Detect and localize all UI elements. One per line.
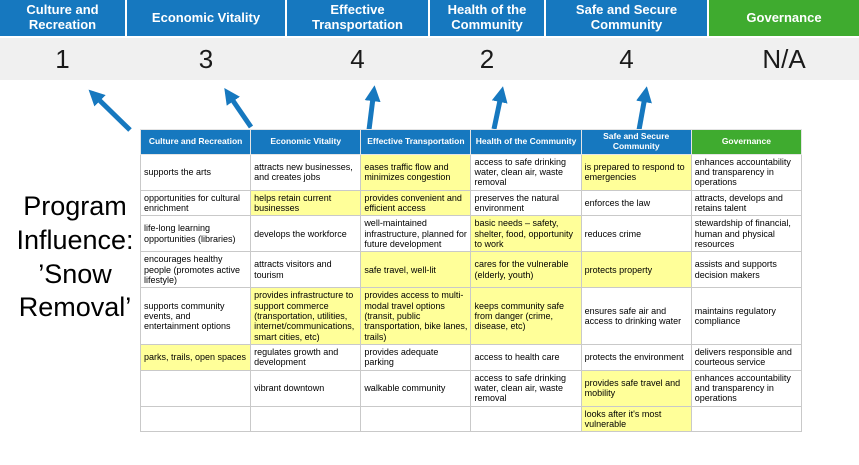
score-economic-vitality: 3 (198, 43, 214, 74)
matrix-cell-empty (139, 405, 252, 433)
influence-arrow (491, 86, 508, 130)
score-culture-and-recreation: 1 (55, 43, 70, 74)
influence-arrow (224, 88, 254, 129)
matrix-cell: enforces the law (580, 189, 692, 217)
matrix-cell: eases traffic flow and minimizes congest… (360, 153, 472, 191)
matrix-cell: provides convenient and efficient access (360, 189, 472, 217)
score-row: 1 3 4 2 4 N/A (0, 38, 859, 80)
matrix-cell: stewardship of financial, human and phys… (690, 215, 803, 253)
score-safe-and-secure-community: 4 (619, 43, 634, 74)
score-health-of-the-community: 2 (479, 43, 495, 74)
matrix-cell: attracts new businesses, and creates job… (250, 153, 362, 191)
score-effective-transportation: 4 (350, 43, 365, 74)
matrix-row: parks, trails, open spaces regulates grow… (139, 344, 803, 371)
program-influence-label: Program Influence: ’Snow Removal’ (16, 191, 134, 323)
matrix-cell: life-long learning opportunities (librar… (139, 215, 252, 253)
matrix-cell: well-maintained infrastructure, planned … (360, 215, 472, 253)
matrix-cell: reduces crime (580, 215, 692, 253)
matrix-header-5: Governance (690, 129, 803, 155)
matrix-cell: attracts visitors and tourism (250, 251, 362, 289)
influence-arrow (88, 89, 132, 132)
matrix-cell: safe travel, well-lit (360, 251, 472, 289)
matrix-cell: parks, trails, open spaces (139, 344, 252, 371)
matrix-cell: helps retain current businesses (250, 189, 362, 217)
matrix-cell: delivers responsible and courteous servi… (690, 344, 803, 371)
matrix-cell: preserves the natural environment (470, 189, 582, 217)
matrix-cell-empty (470, 405, 582, 433)
matrix-cell: access to health care (470, 344, 582, 371)
matrix-row: supports community events, and entertain… (139, 287, 803, 346)
matrix-row: life-long learning opportunities (librar… (139, 215, 803, 253)
matrix-header-row: Culture and Recreation Economic Vitality E… (139, 129, 803, 155)
matrix-cell: regulates growth and development (250, 344, 362, 371)
matrix-cell: protects property (580, 251, 692, 289)
matrix-cell: provides adequate parking (360, 344, 472, 371)
matrix-row: looks after it's most vulnerable (139, 405, 803, 433)
pillar-header-safe-and-secure-community: Safe and Secure Community (546, 0, 707, 36)
matrix-cell: protects the environment (580, 344, 692, 371)
matrix-cell: access to safe drinking water, clean air… (470, 153, 582, 191)
pillar-header-effective-transportation: Effective Transportation (287, 0, 428, 36)
matrix-cell-empty (250, 405, 362, 433)
pillar-header-health-of-the-community: Health of the Community (430, 0, 544, 36)
matrix-cell: provides infrastructure to support comme… (250, 287, 362, 346)
matrix-cell: looks after it's most vulnerable (580, 405, 692, 433)
influence-arrow (636, 86, 652, 131)
matrix-cell-empty (690, 405, 803, 433)
matrix-cell: provides access to multi-modal travel op… (360, 287, 472, 346)
matrix-cell: keeps community safe from danger (crime,… (470, 287, 582, 346)
matrix-cell: ensures safe air and access to drinking … (580, 287, 692, 346)
matrix-cell: provides safe travel and mobility (580, 369, 692, 407)
score-governance: N/A (762, 43, 806, 74)
influence-arrow (364, 85, 381, 131)
matrix-row: opportunities for cultural enrichment hel… (139, 189, 803, 217)
matrix-header-3: Health of the Community (470, 129, 582, 155)
matrix-cell: basic needs – safety, shelter, food, opp… (470, 215, 582, 253)
matrix-cell: maintains regulatory compliance (690, 287, 803, 346)
matrix-cell-empty (139, 369, 252, 407)
pillar-header-governance: Governance (709, 0, 859, 36)
matrix-cell: supports the arts (139, 153, 252, 191)
matrix-header-4: Safe and Secure Community (580, 129, 692, 155)
matrix-cell: walkable community (360, 369, 472, 407)
pillar-header-culture-and-recreation: Culture and Recreation (0, 0, 125, 36)
matrix-cell: attracts, develops and retains talent (690, 189, 803, 217)
matrix-row: encourages healthy people (promotes acti… (139, 251, 803, 289)
matrix-cell: is prepared to respond to emergencies (580, 153, 692, 191)
matrix-cell: cares for the vulnerable (elderly, youth… (470, 251, 582, 289)
matrix-cell: develops the workforce (250, 215, 362, 253)
matrix-cell: access to safe drinking water, clean air… (470, 369, 582, 407)
influence-matrix-table: Culture and Recreation Economic Vitality E… (139, 129, 803, 433)
matrix-cell: assists and supports decision makers (690, 251, 803, 289)
matrix-header-0: Culture and Recreation (139, 129, 252, 155)
matrix-cell: opportunities for cultural enrichment (139, 189, 252, 217)
matrix-header-2: Effective Transportation (360, 129, 472, 155)
pillar-header-row: Culture and Recreation Economic Vitality… (0, 0, 859, 36)
matrix-cell: enhances accountability and transparency… (690, 153, 803, 191)
influence-arrows-layer (88, 85, 652, 132)
pillar-header-economic-vitality: Economic Vitality (127, 0, 285, 36)
matrix-row: supports the arts attracts new businesses… (139, 153, 803, 191)
matrix-cell: supports community events, and entertain… (139, 287, 252, 346)
matrix-row: vibrant downtown walkable community access… (139, 369, 803, 407)
matrix-cell: enhances accountability and transparency… (690, 369, 803, 407)
matrix-cell-empty (360, 405, 472, 433)
matrix-cell: vibrant downtown (250, 369, 362, 407)
matrix-cell: encourages healthy people (promotes acti… (139, 251, 252, 289)
matrix-header-1: Economic Vitality (250, 129, 362, 155)
